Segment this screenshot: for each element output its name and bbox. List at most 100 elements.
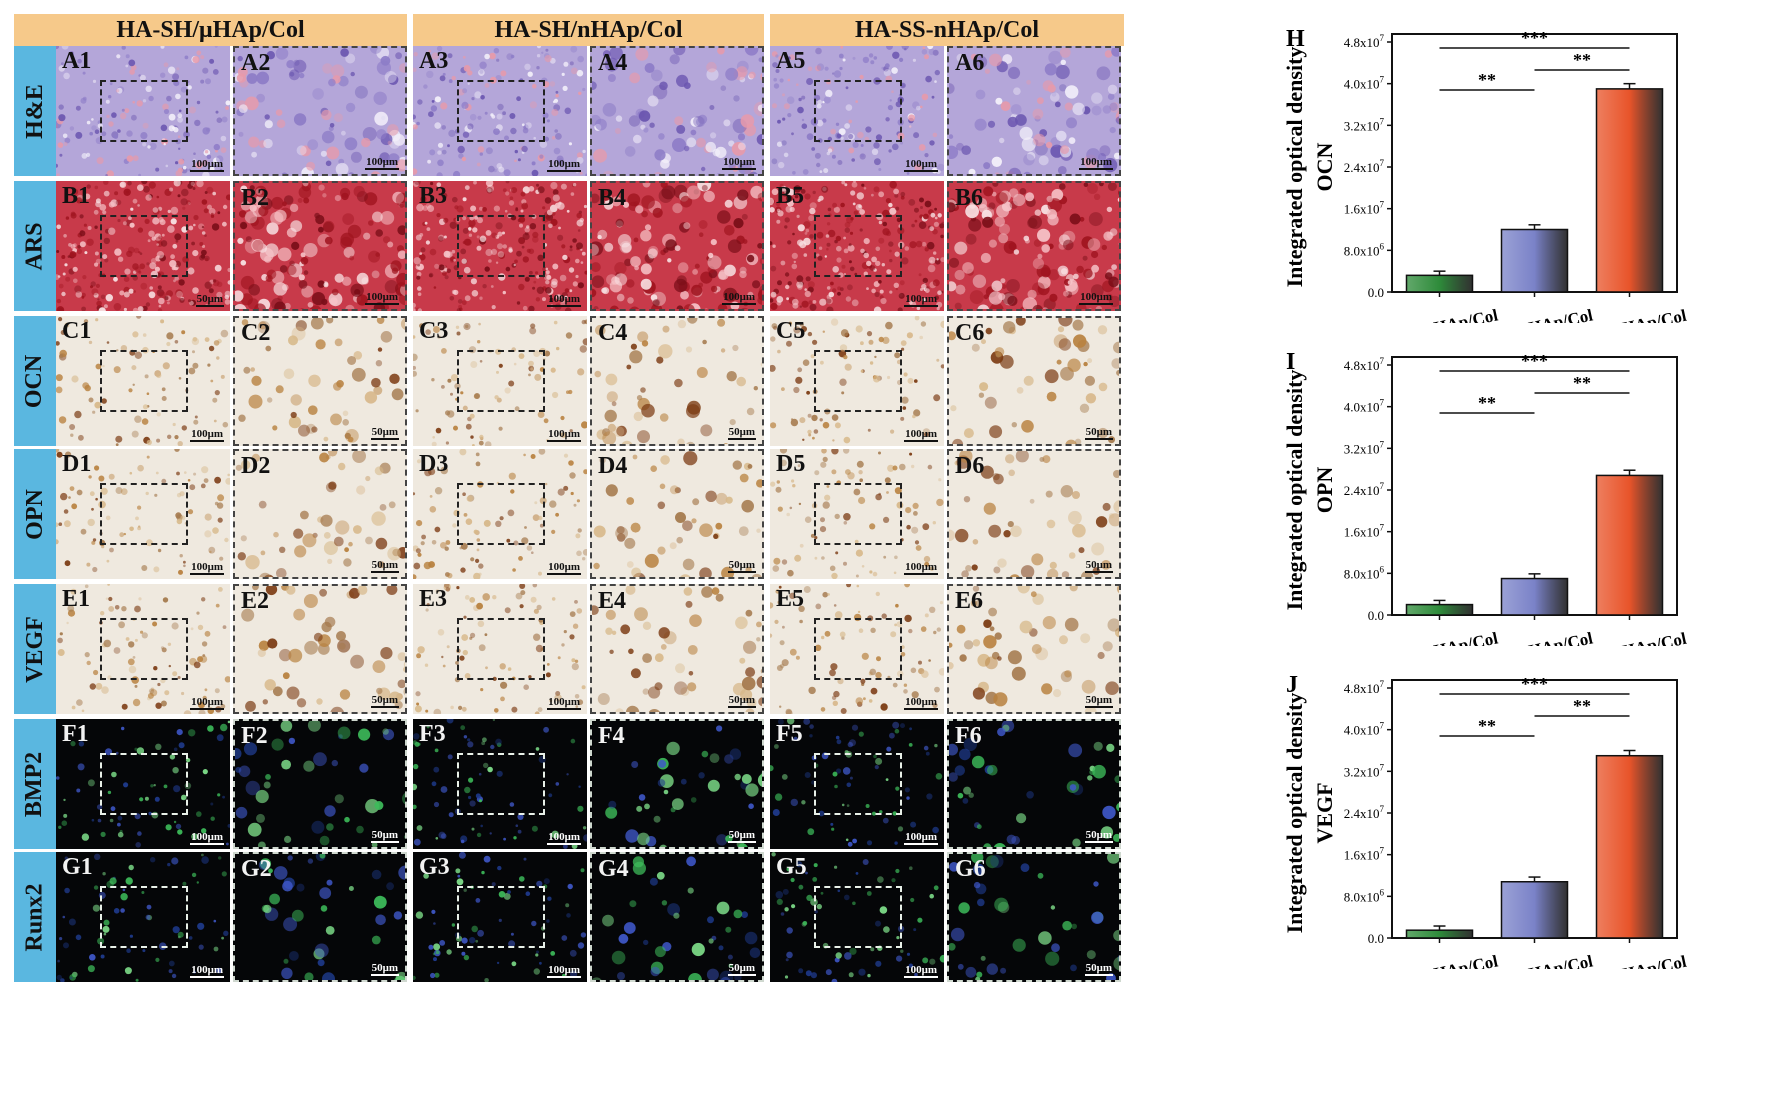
row-label: VEGF [14,584,56,714]
scale-bar: 100μm [190,158,224,172]
region-of-interest-box [100,618,188,680]
x-tick-label: HA-SH/μHAp/Col [1365,305,1500,323]
scale-bar: 100μm [547,831,581,845]
tissue-texture [949,318,1119,444]
panel-label: F2 [241,723,268,749]
micrograph-panel: E4 50μm [590,584,764,714]
marker-label: VEGF [1312,782,1337,843]
tissue-texture [605,725,762,847]
panel-label: E1 [62,586,91,612]
scale-bar: 50μm [370,829,399,843]
column-header: HA-SH/μHAp/Col [14,14,407,46]
y-tick-label: 4.0x107 [1344,398,1385,415]
row-label: BMP2 [14,719,56,849]
panel-label: E6 [955,588,984,614]
y-tick-label: 0.0 [1368,931,1384,946]
y-tick-label: 4.8x107 [1344,679,1385,696]
tissue-texture [949,183,1119,309]
tissue-texture [56,181,230,311]
panel-label: D3 [419,451,449,477]
y-tick-label: 4.0x107 [1344,75,1385,92]
micrograph-panel: G3 100μm [413,852,587,982]
region-of-interest-box [457,886,545,948]
y-axis-label: Integrated optical density [1282,47,1307,288]
tissue-texture [770,584,944,714]
panel-label: G5 [776,854,807,880]
y-tick-label: 8.0x106 [1344,887,1385,904]
panel-label: D2 [241,453,271,479]
micrograph-panel: D2 50μm [233,449,407,579]
row-label-text: VEGF [21,615,48,683]
region-of-interest-box [814,350,902,412]
panel-label: B2 [241,185,270,211]
y-axis-label: Integrated optical density [1282,693,1307,934]
bar [1595,88,1664,293]
micrograph-panel: A5 100μm [770,46,944,176]
scale-bar: 100μm [547,293,581,307]
micrograph-panel: C5 100μm [770,316,944,446]
panel-label: G4 [598,856,629,882]
scale-bar: 50μm [727,962,756,976]
marker-label: OCN [1312,142,1337,191]
micrograph-panel: C3 100μm [413,316,587,446]
panel-label: E2 [241,588,270,614]
micrograph-panel: G6 50μm [947,852,1121,982]
panel-label: G2 [241,856,272,882]
bar [1500,228,1569,293]
micrograph-panel: C6 50μm [947,316,1121,446]
panel-label: E5 [776,586,805,612]
panel-label: A1 [62,48,92,74]
panel-label: A5 [776,48,806,74]
bar [1500,577,1569,616]
bar [1405,929,1474,939]
micrograph-panel: B5 100μm [770,181,944,311]
tissue-texture [770,719,943,847]
micrograph-panel: C1 100μm [56,316,230,446]
tissue-texture [949,48,1119,174]
micrograph-panel: A3 100μm [413,46,587,176]
region-of-interest-box [457,753,545,815]
row-label: H&E [14,46,56,176]
micrograph-panel: B2 100μm [233,181,407,311]
micrograph-panel: G1 100μm [56,852,230,982]
region-of-interest-box [100,753,188,815]
scale-bar: 50μm [370,426,399,440]
micrograph-panel: E2 50μm [233,584,407,714]
significance-label: ** [1478,70,1496,90]
row-label: OPN [14,449,56,579]
tissue-texture [56,46,230,176]
tissue-texture [413,852,587,982]
micrograph-panel: G2 50μm [233,852,407,982]
scale-bar: 100μm [904,293,938,307]
y-tick-label: 2.4x107 [1344,804,1385,821]
panel-letter: H [1286,26,1305,52]
micrograph-panel: E1 100μm [56,584,230,714]
micrograph-panel: F1 100μm [56,719,230,849]
panel-label: G6 [955,856,986,882]
y-tick-label: 3.2x107 [1344,116,1385,133]
x-tick-label: HA-SH/μHAp/Col [1365,951,1500,969]
micrograph-panel: E3 100μm [413,584,587,714]
region-of-interest-box [457,483,545,545]
tissue-texture [413,46,587,176]
scale-bar: 50μm [727,694,756,708]
scale-bar: 50μm [195,293,224,307]
tissue-texture [238,318,405,443]
panel-label: A2 [241,50,271,76]
significance-label: *** [1521,351,1548,371]
significance-label: ** [1478,393,1496,413]
micrograph-panel: A1 100μm [56,46,230,176]
micrograph-panel: F5 100μm [770,719,944,849]
y-tick-label: 3.2x107 [1344,439,1385,456]
micrograph-panel: D6 50μm [947,449,1121,579]
tissue-texture [235,183,405,309]
panel-label: G1 [62,854,93,880]
region-of-interest-box [100,483,188,545]
scale-bar: 100μm [190,964,224,978]
scale-bar: 100μm [547,158,581,172]
row-label-text: ARS [21,221,48,271]
scale-bar: 50μm [1084,962,1113,976]
tissue-texture [770,181,944,311]
